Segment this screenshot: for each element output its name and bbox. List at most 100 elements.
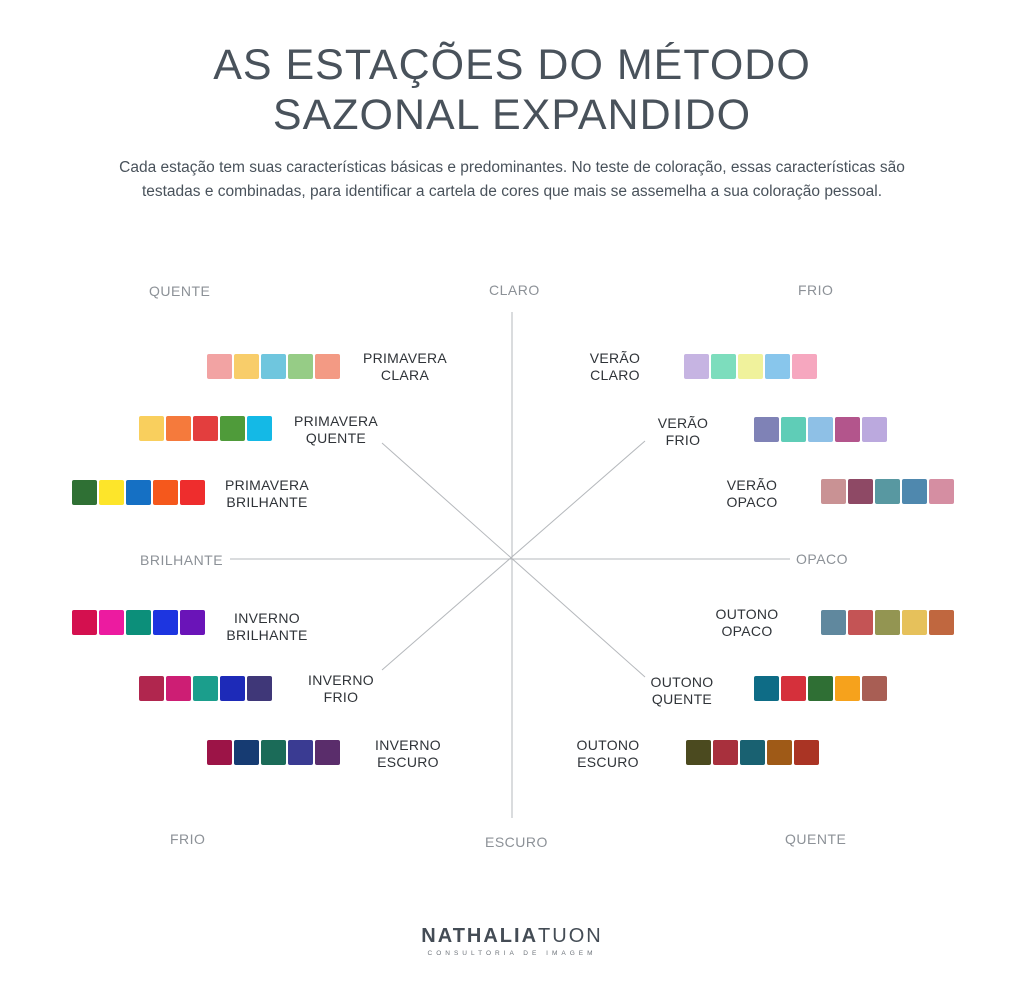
season-label-verao-frio: VERÃO FRIO xyxy=(657,415,709,448)
color-swatch xyxy=(247,416,272,441)
color-swatch xyxy=(821,479,846,504)
color-swatch xyxy=(686,740,711,765)
color-swatch xyxy=(72,480,97,505)
color-swatch xyxy=(862,676,887,701)
color-swatch xyxy=(315,740,340,765)
color-swatch xyxy=(139,676,164,701)
season-label-verao-opaco: VERÃO OPACO xyxy=(726,477,778,510)
color-swatch xyxy=(315,354,340,379)
diagonal-axis-2 xyxy=(381,440,646,671)
season-label-inverno-frio: INVERNO FRIO xyxy=(308,672,374,705)
palette-verao-frio xyxy=(754,417,887,442)
color-swatch xyxy=(207,740,232,765)
palette-verao-claro xyxy=(684,354,817,379)
axis-label-quente-top: QUENTE xyxy=(149,283,211,299)
color-swatch xyxy=(902,479,927,504)
color-swatch xyxy=(99,480,124,505)
palette-inverno-brilhante xyxy=(72,610,205,635)
color-swatch xyxy=(261,740,286,765)
color-swatch xyxy=(781,417,806,442)
color-swatch xyxy=(848,610,873,635)
season-label-verao-claro: VERÃO CLARO xyxy=(589,350,641,383)
palette-inverno-escuro xyxy=(207,740,340,765)
color-swatch xyxy=(792,354,817,379)
color-swatch xyxy=(234,740,259,765)
color-swatch xyxy=(754,676,779,701)
color-swatch xyxy=(713,740,738,765)
color-swatch xyxy=(875,479,900,504)
season-label-inverno-escuro: INVERNO ESCURO xyxy=(375,737,441,770)
brand-tagline: CONSULTORIA DE IMAGEM xyxy=(427,950,597,957)
color-swatch xyxy=(166,676,191,701)
color-swatch xyxy=(207,354,232,379)
color-swatch xyxy=(99,610,124,635)
color-swatch xyxy=(711,354,736,379)
palette-primavera-brilhante xyxy=(72,480,205,505)
color-swatch xyxy=(220,416,245,441)
color-swatch xyxy=(139,416,164,441)
color-swatch xyxy=(848,479,873,504)
color-swatch xyxy=(126,610,151,635)
color-swatch xyxy=(72,610,97,635)
palette-outono-quente xyxy=(754,676,887,701)
palette-primavera-quente xyxy=(139,416,272,441)
color-swatch xyxy=(835,676,860,701)
season-label-primavera-quente: PRIMAVERA QUENTE xyxy=(293,413,379,446)
color-swatch xyxy=(288,740,313,765)
color-swatch xyxy=(740,740,765,765)
axis-label-frio-bottom: FRIO xyxy=(170,831,206,847)
page-subtitle: Cada estação tem suas características bá… xyxy=(119,159,905,200)
color-swatch xyxy=(126,480,151,505)
diagonal-axis-1 xyxy=(381,442,646,678)
color-swatch xyxy=(220,676,245,701)
color-swatch xyxy=(875,610,900,635)
color-swatch xyxy=(180,610,205,635)
color-swatch xyxy=(193,416,218,441)
color-swatch xyxy=(153,480,178,505)
color-swatch xyxy=(821,610,846,635)
color-swatch xyxy=(808,676,833,701)
palette-verao-opaco xyxy=(821,479,954,504)
palette-outono-opaco xyxy=(821,610,954,635)
color-swatch xyxy=(835,417,860,442)
page-title: AS ESTAÇÕES DO MÉTODO SAZONAL EXPANDIDO xyxy=(0,40,1024,140)
season-label-outono-quente: OUTONO QUENTE xyxy=(650,674,714,707)
color-swatch xyxy=(808,417,833,442)
brand-name-bold: NATHALIA xyxy=(421,925,539,947)
color-swatch xyxy=(794,740,819,765)
axis-label-escuro: ESCURO xyxy=(485,834,548,850)
color-swatch xyxy=(261,354,286,379)
color-swatch xyxy=(765,354,790,379)
season-label-outono-escuro: OUTONO ESCURO xyxy=(576,737,640,770)
season-label-outono-opaco: OUTONO OPACO xyxy=(715,606,779,639)
color-swatch xyxy=(166,416,191,441)
palette-inverno-frio xyxy=(139,676,272,701)
palette-primavera-clara xyxy=(207,354,340,379)
color-swatch xyxy=(288,354,313,379)
color-swatch xyxy=(781,676,806,701)
axis-label-quente-bottom: QUENTE xyxy=(785,831,847,847)
color-swatch xyxy=(767,740,792,765)
season-label-primavera-clara: PRIMAVERA CLARA xyxy=(362,350,448,383)
season-label-inverno-brilhante: INVERNO BRILHANTE xyxy=(226,610,308,643)
color-swatch xyxy=(902,610,927,635)
color-swatch xyxy=(738,354,763,379)
brand-logo: NATHALIATUON CONSULTORIA DE IMAGEM xyxy=(0,924,1024,957)
brand-name-light: TUON xyxy=(538,925,603,947)
color-swatch xyxy=(180,480,205,505)
title-line-2: SAZONAL EXPANDIDO xyxy=(272,91,752,139)
color-swatch xyxy=(193,676,218,701)
color-swatch xyxy=(247,676,272,701)
color-swatch xyxy=(684,354,709,379)
color-swatch xyxy=(862,417,887,442)
season-label-primavera-brilhante: PRIMAVERA BRILHANTE xyxy=(224,477,310,510)
axis-label-claro: CLARO xyxy=(489,282,540,298)
axis-label-frio-top: FRIO xyxy=(798,282,834,298)
axis-label-opaco: OPACO xyxy=(796,551,849,567)
color-swatch xyxy=(153,610,178,635)
palette-outono-escuro xyxy=(686,740,819,765)
color-swatch xyxy=(234,354,259,379)
color-swatch xyxy=(754,417,779,442)
color-swatch xyxy=(929,479,954,504)
